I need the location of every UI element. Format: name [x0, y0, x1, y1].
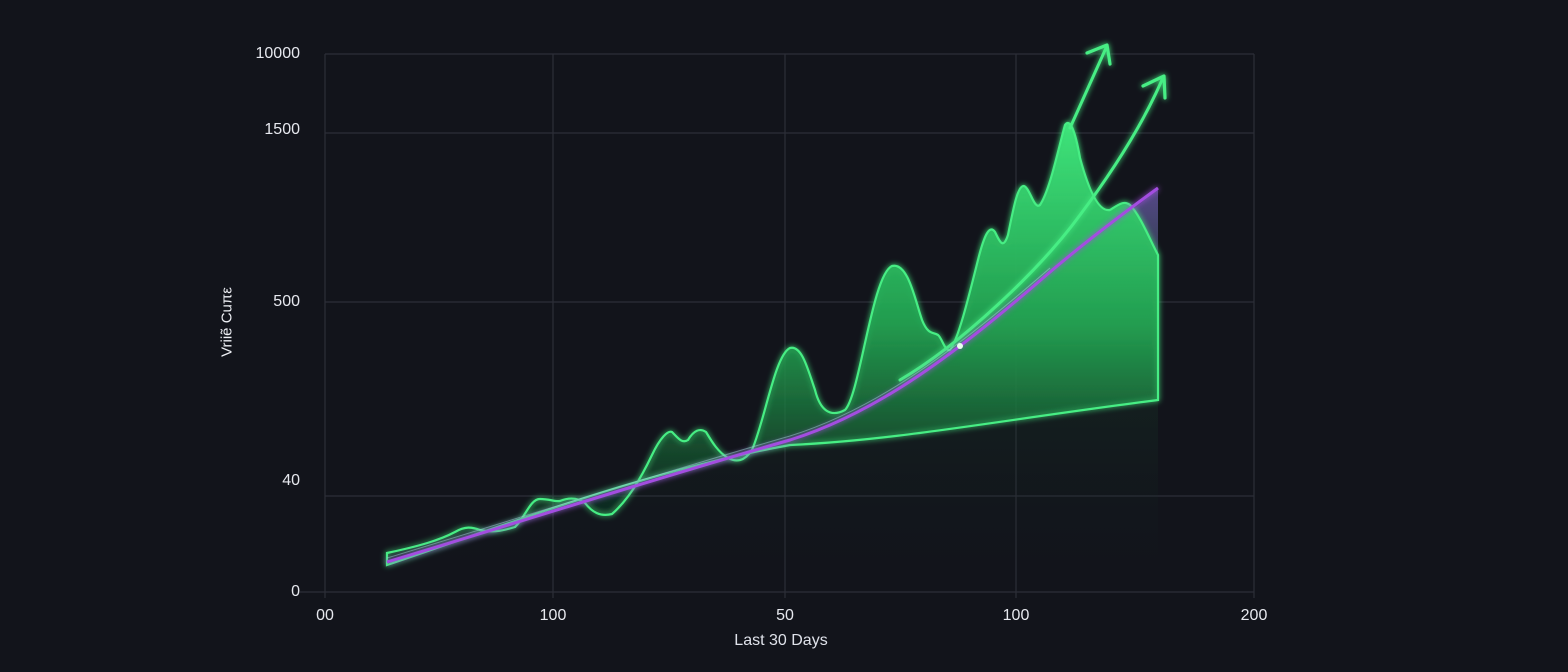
- x-axis-title: Last 30 Days: [734, 632, 828, 649]
- y-tick-label: 40: [282, 472, 300, 489]
- x-tick-label: 100: [539, 607, 567, 624]
- x-tick-label: 200: [1240, 607, 1268, 624]
- growth-arrow-2: [898, 74, 1167, 382]
- x-tick-label: 100: [1002, 607, 1030, 624]
- under-trend-fill: [387, 188, 1158, 600]
- intersection-dot: [957, 343, 963, 349]
- y-tick-label: 1500: [264, 121, 300, 138]
- y-axis-title: Vriiẽ Cuπε: [218, 287, 236, 357]
- trend-line-highlight: [386, 267, 1051, 559]
- y-tick-label: 0: [291, 583, 300, 600]
- green-area-series: [385, 122, 1160, 567]
- y-tick-label: 500: [273, 293, 300, 310]
- growth-arrow-1: [1068, 43, 1112, 130]
- y-tick-label: 10000: [255, 45, 301, 62]
- x-tick-label: 50: [776, 607, 794, 624]
- trend-line: [386, 186, 1159, 564]
- x-tick-label: 00: [316, 607, 334, 624]
